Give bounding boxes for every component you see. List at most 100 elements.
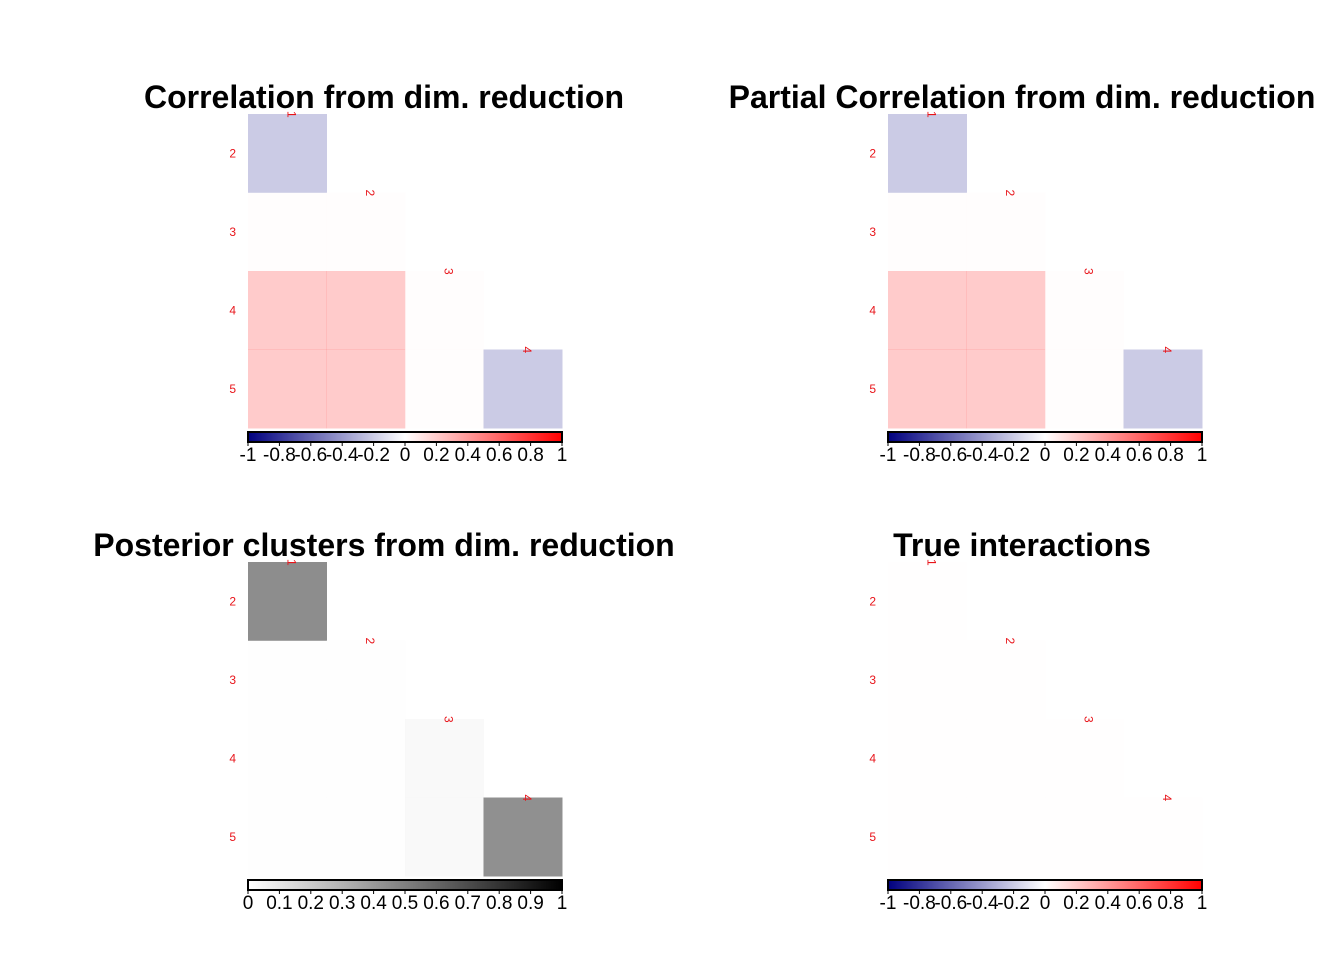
row-label: 3 — [229, 673, 236, 687]
chart-title: Posterior clusters from dim. reduction — [93, 527, 674, 563]
heatmap-cell-r2-c2 — [1045, 719, 1124, 798]
heatmap-cell-r1-c1 — [326, 192, 406, 272]
column-label: 4 — [1160, 795, 1174, 802]
heatmap-cell-r2-c2 — [405, 271, 484, 350]
colorbar — [887, 431, 1203, 443]
heatmap-cell-r1-c1 — [966, 640, 1046, 720]
heatmap-cell-r3-c2 — [1045, 797, 1124, 877]
colorbar-tick-label: 0.2 — [1063, 445, 1089, 466]
column-label: 1 — [924, 559, 938, 566]
colorbar-tick-label: -1 — [880, 893, 897, 914]
heatmap-cell-r3-c3 — [1123, 797, 1203, 877]
colorbar-tick-label: 0 — [1040, 893, 1051, 914]
column-label: 1 — [284, 559, 298, 566]
colorbar-tick-label: -0.4 — [326, 445, 359, 466]
column-label: 2 — [1003, 190, 1017, 197]
colorbar-tick-label: 0.4 — [1095, 893, 1122, 914]
row-label: 5 — [229, 382, 236, 396]
heatmap-cell-r3-c1 — [966, 349, 1046, 429]
heatmap-panel-4: True interactions 2 3 4 5 1 2 3 4 -1 -0.8-0.6-0.4-… — [869, 527, 1207, 914]
heatmap-cell-r0-c0 — [248, 114, 327, 193]
heatmap-cell-r3-c0 — [248, 349, 327, 429]
column-label: 4 — [1160, 347, 1174, 354]
colorbar-tick-label: 0.1 — [266, 893, 292, 914]
colorbar-tick-label: 0.2 — [1063, 893, 1089, 914]
colorbar — [887, 879, 1203, 891]
colorbar-tick-label: -0.4 — [966, 893, 999, 914]
row-label: 5 — [229, 830, 236, 844]
heatmap-cell-r2-c0 — [248, 719, 327, 798]
row-label: 4 — [229, 751, 236, 765]
colorbar-tick-label: 0.6 — [423, 893, 449, 914]
heatmap-cell-r3-c0 — [888, 349, 967, 429]
colorbar-tick-label: 0.5 — [392, 893, 418, 914]
colorbar-tick-label: 0.6 — [1126, 893, 1152, 914]
heatmap-cell-r2-c2 — [1045, 271, 1124, 350]
colorbar-tick-label: -1 — [880, 445, 897, 466]
heatmap-cell-r1-c0 — [888, 640, 967, 720]
heatmap-cell-r2-c2 — [405, 719, 484, 798]
row-label: 3 — [869, 225, 876, 239]
heatmap-cell-r1-c0 — [248, 640, 327, 720]
colorbar-tick-label: 1 — [557, 445, 568, 466]
colorbar-tick-label: 1 — [557, 893, 568, 914]
colorbar-tick-label: -0.8 — [903, 445, 936, 466]
colorbar-tick-label: 0.9 — [517, 893, 543, 914]
heatmap-cell-r2-c1 — [326, 719, 406, 798]
heatmap-panel-2: Partial Correlation from dim. reduction 2… — [729, 79, 1316, 466]
colorbar-tick-label: -0.6 — [934, 893, 967, 914]
heatmap-cell-r0-c0 — [248, 562, 327, 641]
heatmap-cell-r3-c2 — [405, 797, 484, 877]
colorbar-tick-label: 0.6 — [486, 445, 512, 466]
column-label: 2 — [363, 190, 377, 197]
colorbar-tick-label: -0.6 — [294, 445, 327, 466]
row-label: 3 — [869, 673, 876, 687]
column-label: 3 — [441, 716, 455, 723]
column-label: 3 — [1081, 268, 1095, 275]
column-label: 3 — [1081, 716, 1095, 723]
colorbar-tick-label: 0 — [1040, 445, 1051, 466]
column-label: 4 — [520, 795, 534, 802]
colorbar-tick-label: 0.4 — [360, 893, 387, 914]
heatmap-cell-r0-c0 — [888, 562, 967, 641]
row-label: 4 — [869, 303, 876, 317]
colorbar-tick-label: -0.8 — [263, 445, 296, 466]
colorbar-tick-label: 0 — [400, 445, 411, 466]
column-label: 2 — [1003, 638, 1017, 645]
heatmap-cell-r3-c2 — [1045, 349, 1124, 429]
row-label: 5 — [869, 382, 876, 396]
colorbar-tick-label: 1 — [1197, 445, 1208, 466]
heatmap-cell-r3-c1 — [326, 797, 406, 877]
heatmap-cell-r3-c3 — [483, 797, 563, 877]
heatmap-panel-3: Posterior clusters from dim. reduction 2 3… — [93, 527, 674, 914]
column-label: 3 — [441, 268, 455, 275]
colorbar — [247, 879, 563, 891]
heatmap-cell-r3-c0 — [888, 797, 967, 877]
colorbar-tick-label: -0.2 — [357, 445, 390, 466]
heatmap-cell-r3-c0 — [248, 797, 327, 877]
colorbar-tick-label: -0.8 — [903, 893, 936, 914]
heatmap-cell-r0-c0 — [888, 114, 967, 193]
row-label: 2 — [869, 594, 876, 608]
chart-title: True interactions — [893, 527, 1151, 563]
heatmap-cell-r3-c1 — [326, 349, 406, 429]
row-label: 4 — [869, 751, 876, 765]
heatmap-cell-r2-c1 — [966, 271, 1046, 350]
colorbar-tick-label: 0.4 — [455, 445, 482, 466]
colorbar-tick-label: 0.7 — [455, 893, 481, 914]
heatmap-cell-r3-c1 — [966, 797, 1046, 877]
row-label: 2 — [229, 146, 236, 160]
heatmap-cell-r2-c0 — [248, 271, 327, 350]
colorbar-tick-label: -1 — [240, 445, 257, 466]
column-label: 4 — [520, 347, 534, 354]
heatmap-cell-r3-c2 — [405, 349, 484, 429]
heatmap-cell-r3-c3 — [483, 349, 563, 429]
colorbar-tick-label: 0 — [243, 893, 254, 914]
colorbar-tick-label: -0.2 — [997, 445, 1030, 466]
chart-title: Partial Correlation from dim. reduction — [729, 79, 1316, 115]
colorbar-tick-label: 0.8 — [517, 445, 543, 466]
column-label: 1 — [284, 111, 298, 118]
heatmap-cell-r1-c0 — [888, 192, 967, 272]
colorbar-tick-label: 0.4 — [1095, 445, 1122, 466]
